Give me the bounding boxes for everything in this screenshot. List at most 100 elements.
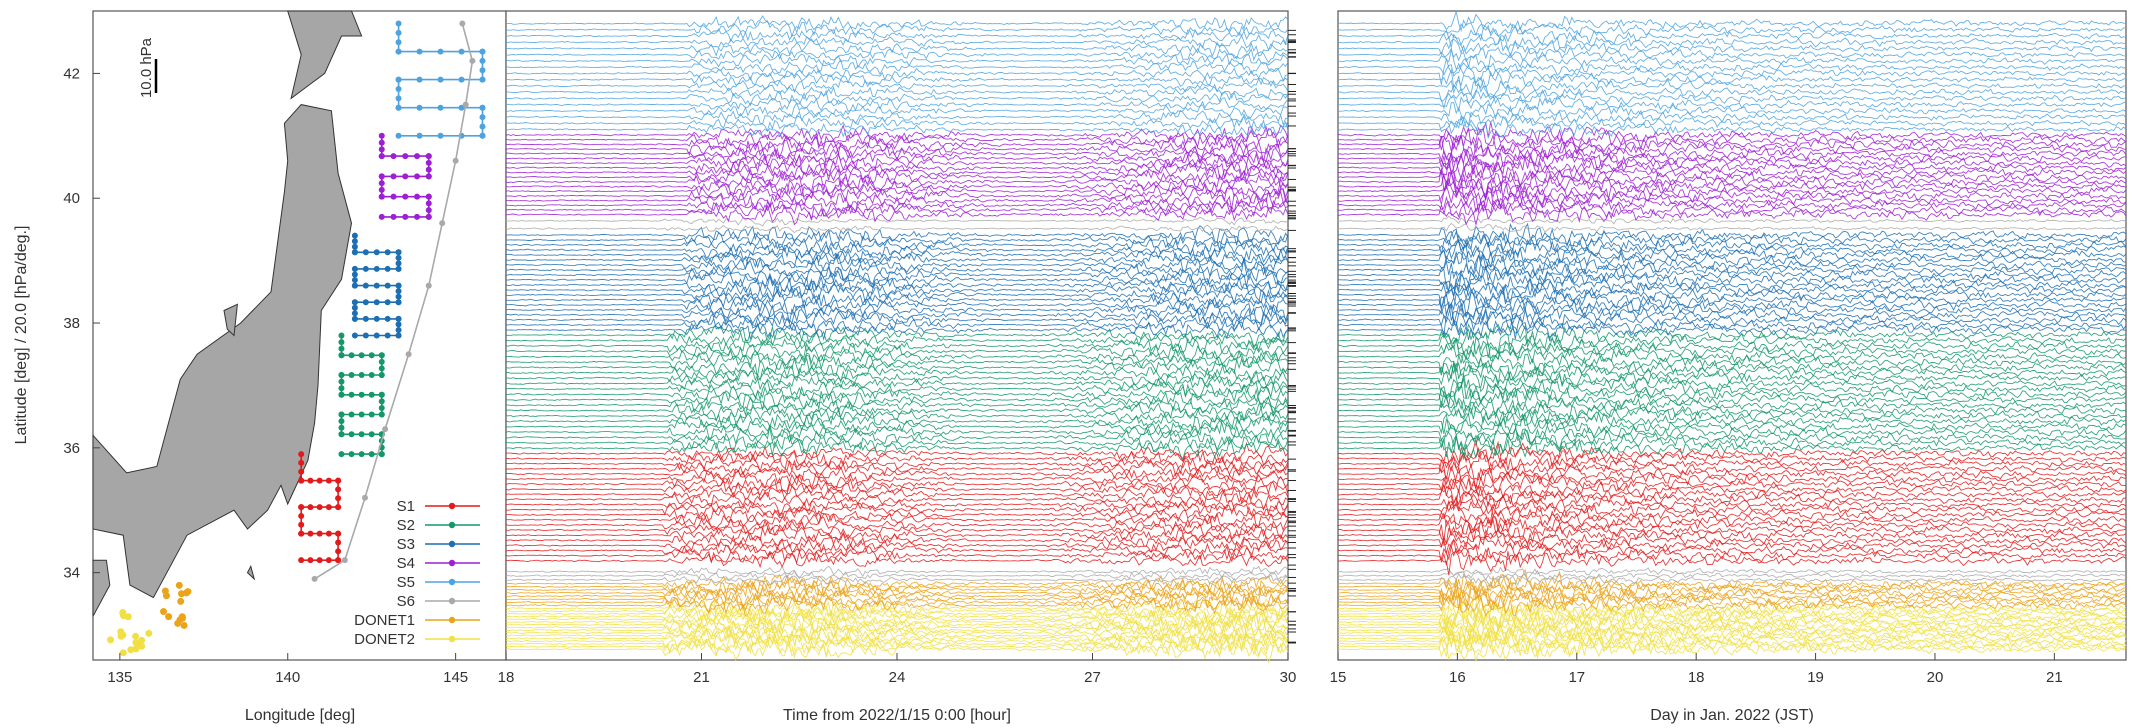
map-y-tick-36: 36 [63,440,80,457]
trace-s2 [505,388,1289,415]
legend: S1 S2 S3 S4 S5 S6 DONET1 DONET2 [354,498,480,648]
trace-s6 [1337,222,2127,233]
map-x-ticks: 135 140 145 [107,653,468,686]
trace-s1 [1337,500,2127,528]
donet2-station [107,636,115,644]
traces-s3 [1337,222,2127,341]
trace-s5 [1337,68,2127,90]
trace-s5 [505,47,1289,64]
daily-x-tick-20: 20 [1927,669,1944,686]
trace-s6 [505,565,1289,580]
trace-s4 [1338,126,2127,154]
trace-donet2 [505,617,1289,640]
donet1-station [165,613,173,621]
trace-s4 [1337,146,2127,175]
trace-s5 [1337,94,2127,113]
daily-x-tick-17: 17 [1568,669,1585,686]
trace-s4 [505,151,1289,174]
trace-s6 [505,570,1289,581]
donet2-station [119,609,127,617]
traces-s6 [1337,566,2127,587]
trace-s5 [1337,22,2127,37]
trace-s3 [505,225,1289,246]
trace-s2 [505,419,1289,441]
traces-donet2 [1337,593,2127,663]
trace-s4 [505,199,1289,221]
map-y-tick-42: 42 [63,65,80,82]
trace-s3 [1338,251,2127,276]
legend-label-s5: S5 [397,574,415,591]
traces-s6 [505,565,1289,586]
map-y-axis-label: Latitude [deg] / 20.0 [hPa/deg.] [13,226,30,445]
map-x-tick-135: 135 [107,669,132,686]
trace-s4 [1337,177,2127,204]
map-x-tick-140: 140 [275,669,300,686]
trace-donet1 [1337,585,2127,611]
trace-s4 [1337,168,2127,200]
trace-s2 [1337,411,2127,439]
trace-s5 [505,78,1289,94]
S5-track [395,20,486,139]
trace-s3 [1337,237,2127,261]
trace-s1 [1337,546,2127,567]
trace-donet2 [1337,621,2127,649]
trace-s2 [505,395,1289,417]
hourly-x-tick-24: 24 [889,669,906,686]
trace-s5 [1337,24,2127,47]
hourly-x-tick-27: 27 [1084,669,1101,686]
trace-s5 [505,67,1289,82]
trace-s1 [1337,445,2127,469]
hourly-x-axis-label: Time from 2022/1/15 0:00 [hour] [783,707,1011,724]
donet1-station [162,592,170,600]
trace-donet1 [1337,578,2127,604]
trace-s2 [505,323,1289,348]
trace-s2 [1337,334,2127,358]
shikoku-landmass [92,559,111,617]
daily-x-tick-21: 21 [2046,669,2063,686]
trace-s4 [1337,199,2127,220]
trace-s4 [1337,154,2127,189]
trace-s3 [506,307,1289,332]
trace-donet2 [505,617,1289,645]
trace-donet1 [505,576,1289,599]
hourly-traces [505,15,1289,664]
trace-s1 [1337,538,2127,566]
trace-s2 [1337,337,2127,362]
donet2-station [124,613,132,621]
trace-donet1 [505,573,1289,593]
S2-track [338,332,385,458]
S1-track [298,451,342,564]
traces-s3 [505,225,1289,341]
legend-label-s3: S3 [397,536,415,553]
trace-s1 [505,532,1289,550]
trace-s5 [505,115,1289,132]
trace-s4 [1337,194,2127,215]
trace-s1 [1337,446,2127,480]
trace-s2 [1337,363,2127,393]
donet2-station [117,632,125,640]
trace-s3 [1337,274,2127,300]
daily-x-tick-19: 19 [1807,669,1824,686]
trace-s3 [1337,244,2127,271]
donet2-station [132,632,140,640]
trace-s2 [505,409,1289,432]
trace-s5 [1337,89,2127,110]
hourly-x-ticks: 18 21 24 27 30 [498,653,1296,686]
trace-donet2 [506,608,1289,635]
trace-s1 [1338,438,2127,465]
trace-s3 [505,271,1289,294]
trace-s4 [505,123,1289,145]
trace-s3 [1337,229,2127,251]
trace-donet2 [505,637,1289,664]
trace-s4 [1338,153,2127,181]
trace-donet2 [506,600,1289,624]
trace-s5 [1337,33,2127,53]
trace-s5 [505,83,1289,100]
trace-s2 [1337,401,2127,428]
trace-s2 [1337,432,2127,456]
trace-s5 [505,34,1289,51]
trace-s5 [1337,75,2126,99]
trace-s1 [505,524,1289,543]
trace-donet2 [505,624,1289,648]
trace-s4 [1337,198,2127,226]
